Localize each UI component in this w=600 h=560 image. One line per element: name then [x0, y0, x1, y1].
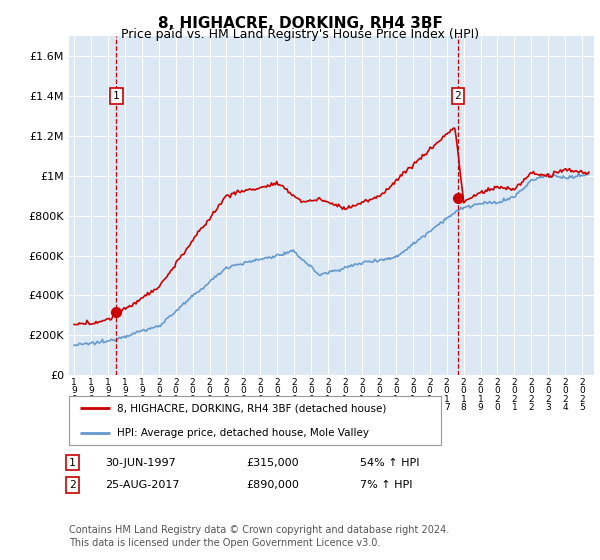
- Text: 25-AUG-2017: 25-AUG-2017: [105, 480, 179, 490]
- Text: 7% ↑ HPI: 7% ↑ HPI: [360, 480, 413, 490]
- Text: 1: 1: [69, 458, 76, 468]
- Text: 8, HIGHACRE, DORKING, RH4 3BF (detached house): 8, HIGHACRE, DORKING, RH4 3BF (detached …: [118, 403, 387, 413]
- Text: 8, HIGHACRE, DORKING, RH4 3BF: 8, HIGHACRE, DORKING, RH4 3BF: [158, 16, 442, 31]
- Text: 30-JUN-1997: 30-JUN-1997: [105, 458, 176, 468]
- Text: £315,000: £315,000: [246, 458, 299, 468]
- Text: 2: 2: [454, 91, 461, 101]
- Text: £890,000: £890,000: [246, 480, 299, 490]
- Text: 1: 1: [113, 91, 120, 101]
- Text: 2: 2: [69, 480, 76, 490]
- Text: 54% ↑ HPI: 54% ↑ HPI: [360, 458, 419, 468]
- Text: HPI: Average price, detached house, Mole Valley: HPI: Average price, detached house, Mole…: [118, 428, 370, 438]
- Text: Price paid vs. HM Land Registry's House Price Index (HPI): Price paid vs. HM Land Registry's House …: [121, 28, 479, 41]
- Text: Contains HM Land Registry data © Crown copyright and database right 2024.
This d: Contains HM Land Registry data © Crown c…: [69, 525, 449, 548]
